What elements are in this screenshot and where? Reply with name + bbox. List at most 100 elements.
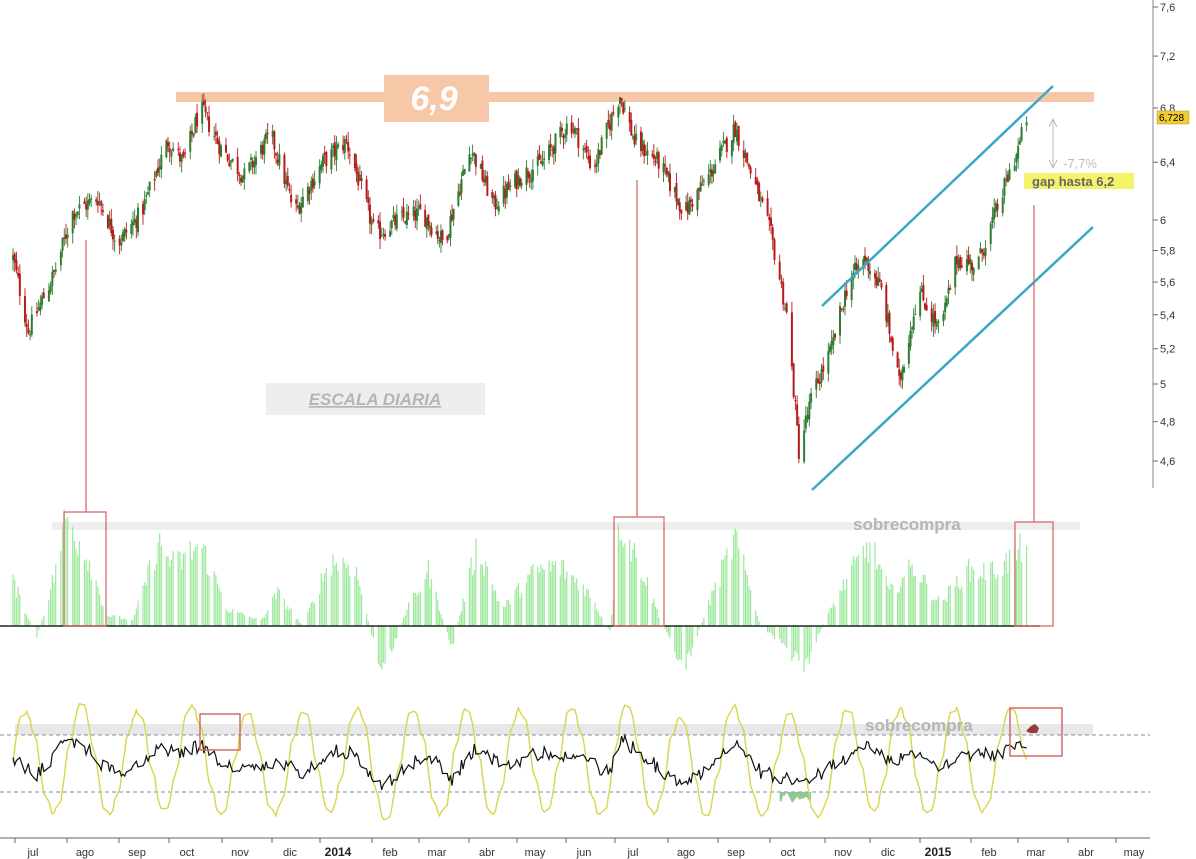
candle-body bbox=[238, 174, 241, 176]
candle-body bbox=[631, 136, 634, 138]
histogram-bar bbox=[464, 601, 466, 626]
candle-body bbox=[160, 154, 163, 170]
candle-body bbox=[479, 164, 482, 169]
histogram-bar bbox=[181, 569, 183, 626]
histogram-bar bbox=[107, 615, 109, 626]
histogram-bar bbox=[550, 571, 552, 626]
candle-body bbox=[358, 174, 361, 182]
candle-body bbox=[123, 228, 126, 237]
candle-body bbox=[822, 365, 825, 372]
candle-body bbox=[13, 253, 16, 263]
histogram-bar bbox=[635, 557, 637, 626]
histogram-bar bbox=[430, 578, 433, 626]
histogram-bar bbox=[50, 589, 52, 626]
histogram-bar bbox=[562, 560, 565, 626]
candle-body bbox=[903, 366, 906, 373]
candle-body bbox=[806, 414, 809, 421]
histogram-bar bbox=[507, 599, 510, 626]
histogram-bar bbox=[360, 594, 363, 626]
histogram-bar bbox=[193, 551, 195, 626]
candle-body bbox=[298, 206, 301, 214]
candle-body bbox=[214, 131, 217, 136]
candle-body bbox=[794, 400, 797, 402]
candle-body bbox=[285, 179, 288, 185]
histogram-bar bbox=[220, 592, 222, 626]
histogram-bar bbox=[98, 594, 101, 626]
candle-body bbox=[932, 313, 935, 327]
histogram-bar bbox=[160, 545, 162, 626]
histogram-bar bbox=[77, 555, 79, 626]
candle-body bbox=[170, 152, 173, 157]
candle-body bbox=[707, 174, 710, 185]
histogram-bar bbox=[890, 583, 892, 626]
candle-body bbox=[248, 162, 251, 172]
candle-body bbox=[874, 273, 876, 278]
histogram-bar bbox=[852, 556, 854, 626]
candle-body bbox=[984, 247, 987, 257]
candle-body bbox=[30, 314, 33, 335]
histogram-bar bbox=[157, 542, 159, 626]
resistance-label: 6,9 bbox=[410, 80, 457, 118]
histogram-bar bbox=[839, 590, 841, 626]
price-tick-label: 5 bbox=[1160, 379, 1166, 391]
histogram-bar bbox=[961, 585, 963, 626]
x-tick-label: may bbox=[525, 847, 546, 859]
histogram-bar bbox=[215, 574, 217, 626]
histogram-bar bbox=[41, 619, 43, 626]
histogram-bar bbox=[298, 621, 301, 626]
candle-body bbox=[201, 101, 204, 124]
histogram-bar bbox=[641, 580, 644, 626]
histogram-bar bbox=[888, 589, 891, 626]
candle-body bbox=[325, 152, 328, 167]
candle-body bbox=[977, 256, 980, 270]
candle-body bbox=[63, 237, 66, 239]
candle-body bbox=[610, 113, 613, 131]
histogram-bar bbox=[530, 566, 532, 626]
candle-body bbox=[90, 198, 93, 200]
histogram-bar bbox=[654, 606, 657, 626]
histogram-bar bbox=[541, 568, 544, 626]
candle-body bbox=[75, 214, 78, 217]
histogram-bar bbox=[794, 626, 796, 652]
histogram-bar bbox=[934, 599, 936, 626]
candle-body bbox=[686, 202, 689, 213]
candle-body bbox=[42, 292, 45, 299]
candle-body bbox=[855, 263, 858, 270]
candle-body bbox=[412, 206, 415, 217]
histogram-bar bbox=[314, 603, 316, 626]
candle-body bbox=[463, 168, 466, 174]
candle-body bbox=[737, 125, 740, 147]
candle-body bbox=[196, 112, 199, 127]
histogram-bar bbox=[664, 626, 666, 629]
histogram-bar bbox=[402, 618, 405, 626]
candle-body bbox=[768, 216, 771, 221]
candle-body bbox=[110, 218, 113, 234]
histogram-bar bbox=[307, 612, 309, 626]
histogram-bar bbox=[621, 540, 623, 626]
candle-body bbox=[930, 308, 933, 322]
histogram-bar bbox=[394, 626, 396, 639]
histogram-bar bbox=[571, 575, 573, 626]
candle-body bbox=[395, 214, 398, 229]
histogram-bar bbox=[896, 592, 899, 626]
candle-body bbox=[353, 153, 356, 169]
histogram-bar bbox=[342, 557, 344, 626]
histogram-bar bbox=[1005, 553, 1007, 626]
candle-body bbox=[746, 152, 749, 163]
candle-body bbox=[389, 231, 392, 237]
histogram-bar bbox=[201, 547, 203, 626]
resistance-band bbox=[176, 92, 1094, 102]
histogram-bar bbox=[382, 626, 384, 663]
histogram-bar bbox=[554, 560, 557, 626]
histogram-bar bbox=[703, 618, 705, 626]
histogram-bar bbox=[120, 619, 122, 626]
candle-body bbox=[965, 259, 968, 272]
price-panel: 6,9 ESCALA DIARIA -7,7% gap hasta 6,2 bbox=[12, 75, 1134, 522]
candle-body bbox=[766, 198, 769, 216]
candle-body bbox=[885, 285, 888, 322]
candle-body bbox=[394, 215, 397, 226]
candle-body bbox=[815, 378, 818, 390]
candle-body bbox=[275, 153, 278, 156]
candle-body bbox=[474, 154, 477, 167]
candle-body bbox=[994, 203, 997, 212]
